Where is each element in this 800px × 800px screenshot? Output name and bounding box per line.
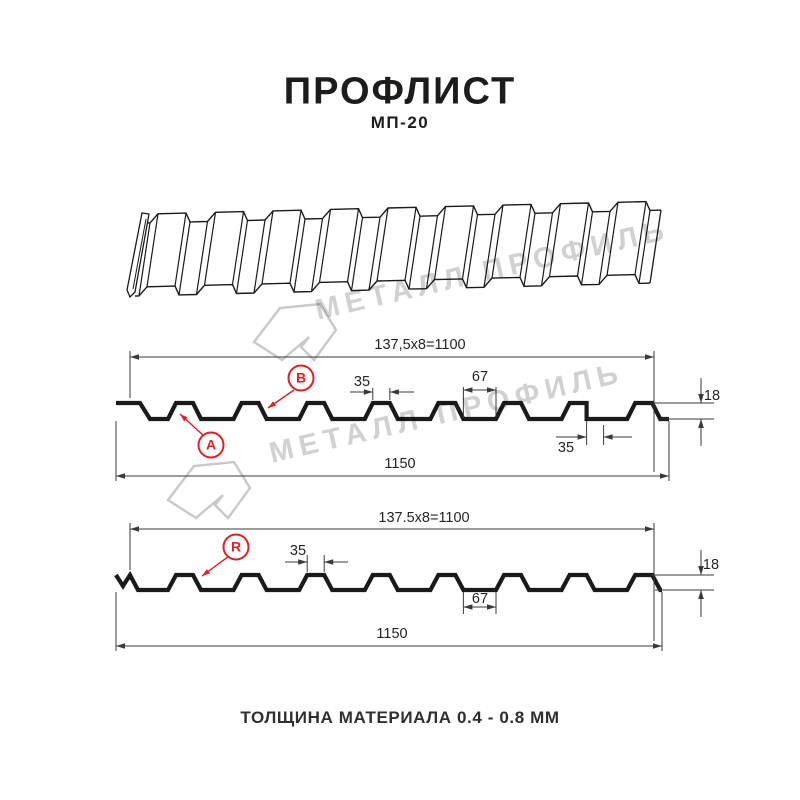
- callout-b: B: [287, 364, 315, 392]
- callout-r: R: [222, 533, 250, 561]
- dim-top-pitch: 137,5x8=1100: [374, 337, 466, 353]
- dim-top-height: 18: [703, 388, 721, 404]
- page-subtitle: МП-20: [370, 113, 430, 132]
- dim-bottom-rib-width: 35: [289, 543, 307, 559]
- material-thickness-note: ТОЛЩИНА МАТЕРИАЛА 0.4 - 0.8 ММ: [240, 708, 560, 727]
- callout-a: A: [197, 431, 225, 459]
- dim-bottom-total: 1150: [376, 626, 408, 642]
- dim-top-total: 1150: [384, 456, 416, 472]
- dim-top-valley: 67: [471, 369, 489, 385]
- page-title: ПРОФЛИСТ: [283, 70, 517, 113]
- dim-bottom-valley: 67: [471, 591, 489, 607]
- dim-bottom-pitch: 137.5x8=1100: [378, 510, 470, 526]
- dim-top-rib-width: 35: [353, 374, 371, 390]
- dim-bottom-height: 18: [702, 557, 720, 573]
- dim-top-edge: 35: [557, 440, 575, 456]
